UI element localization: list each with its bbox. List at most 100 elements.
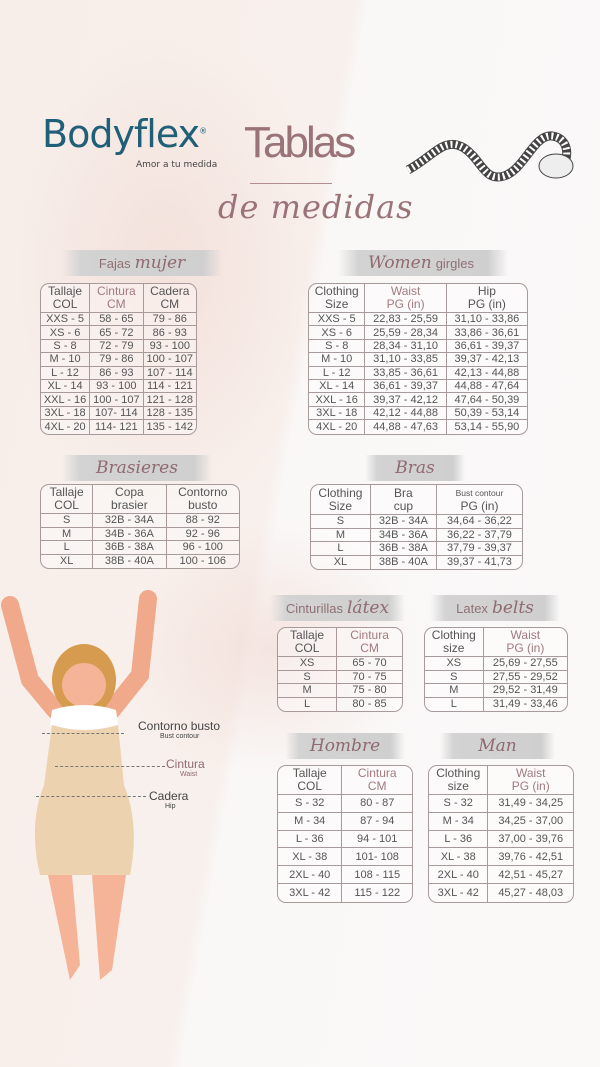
table-cell: 44,88 - 47,64 <box>446 380 527 394</box>
table-cell: 34,64 - 36,22 <box>436 515 522 529</box>
hip-measure-line <box>36 796 146 797</box>
table-cell: 79 - 86 <box>143 313 196 327</box>
table-cell: 39,37 - 42,12 <box>365 393 447 407</box>
latex-belts-size-table: Clothing size Waist PG (in) XS 25,69 - 27,55 S… <box>424 627 568 712</box>
hombre-size-table: Tallaje COL Cintura CM S - 32 80 - 87 M - 34 87… <box>277 765 413 903</box>
table-cell: 108 - 115 <box>342 866 412 884</box>
table-row: XL 38B - 40A 39,37 - 41,73 <box>311 555 522 569</box>
table-cell: XL - 14 <box>41 379 91 394</box>
table-cell: 45,27 - 48,03 <box>498 886 564 899</box>
column-header: Clothing size <box>425 628 484 657</box>
table-cell: 47,64 - 50,39 <box>446 393 527 407</box>
table-cell: 3XL - 18 <box>309 406 366 421</box>
table-row: 2XL - 40 42,51 - 45,27 <box>429 866 573 884</box>
brand-tagline: Amor a tu medida <box>136 160 218 170</box>
table-row: 2XL - 40 108 - 115 <box>278 866 412 884</box>
table-cell: 39,37 - 41,73 <box>447 556 512 569</box>
column-header: Copa brasier <box>93 485 167 514</box>
table-cell: XS - 6 <box>309 326 366 340</box>
table-cell: 34,25 - 37,00 <box>488 813 573 831</box>
table-row: S 27,55 - 29,52 <box>425 670 567 684</box>
table-row: XS 65 - 70 <box>278 657 402 671</box>
table-cell: S - 8 <box>309 339 366 354</box>
table-row: M - 34 34,25 - 37,00 <box>429 812 573 831</box>
table-cell: 34B - 36A <box>93 527 167 541</box>
table-row: XXL - 16 39,37 - 42,12 47,64 - 50,39 <box>309 393 527 407</box>
table-cell: L - 12 <box>309 366 366 380</box>
table-cell: M <box>311 528 371 542</box>
table-cell: S - 32 <box>278 795 343 813</box>
table-cell: 114- 121 <box>90 420 144 434</box>
table-cell: 25,59 - 28,34 <box>365 326 447 340</box>
table-cell: L - 36 <box>278 830 343 849</box>
table-cell: XS - 6 <box>41 326 91 340</box>
column-header: Cadera CM <box>143 284 196 313</box>
table-cell: 34B - 36A <box>370 528 437 542</box>
table-row: XL - 14 93 - 100 114 - 121 <box>41 379 196 394</box>
column-header: Cintura CM <box>337 628 402 657</box>
fajas-mujer-size-table: Tallaje COL Cintura CM Cadera CM XXS - 5 58 - 6… <box>40 283 197 435</box>
table-row: M 34B - 36A 36,22 - 37,79 <box>311 528 522 542</box>
table-cell: S <box>311 515 371 529</box>
table-cell: M <box>278 684 338 698</box>
table-cell: 80 - 87 <box>342 795 412 813</box>
table-row: L - 36 94 - 101 <box>278 830 412 849</box>
women-girgles-title-banner: Women girgles <box>338 250 508 276</box>
table-cell: S <box>278 670 338 684</box>
table-cell: 42,12 - 44,88 <box>365 406 447 421</box>
title-script: Women <box>368 253 432 273</box>
women-girgles-size-table: Clothing Size Waist PG (in) Hip PG (in) XXS - … <box>308 283 528 435</box>
table-cell: 27,55 - 29,52 <box>483 671 567 684</box>
waist-measure-line <box>55 766 165 767</box>
page-subtitle: de medidas <box>218 188 414 226</box>
title-script: Brasieres <box>96 458 178 478</box>
title-script: Bras <box>395 458 435 478</box>
table-cell: 32B - 34A <box>93 514 167 528</box>
title-script: belts <box>491 598 534 618</box>
column-header: Clothing size <box>429 766 489 795</box>
title-underline <box>250 183 332 184</box>
table-cell: 37,00 - 39,76 <box>488 831 573 849</box>
table-cell: 96 - 100 <box>166 541 239 555</box>
table-cell: M - 34 <box>429 812 489 831</box>
table-header-row: Tallaje COL Cintura CM <box>278 628 402 657</box>
title-script: Hombre <box>309 736 381 756</box>
table-row: XS - 6 65 - 72 86 - 93 <box>41 326 196 340</box>
bust-measure-line <box>42 733 124 734</box>
table-cell: 2XL - 40 <box>429 866 489 884</box>
table-row: XS - 6 25,59 - 28,34 33,86 - 36,61 <box>309 326 527 340</box>
table-cell: XXL - 16 <box>41 393 91 407</box>
hombre-title-banner: Hombre <box>285 733 405 759</box>
table-cell: 121 - 128 <box>143 393 196 407</box>
table-cell: 36,61 - 39,37 <box>365 379 447 394</box>
cinturillas-latex-title-banner: Cinturillas látex <box>270 595 405 621</box>
table-cell: 39,37 - 42,13 <box>446 353 527 367</box>
table-cell: XL - 38 <box>278 848 343 867</box>
man-title-banner: Man <box>440 733 555 759</box>
table-cell: 87 - 94 <box>342 813 412 831</box>
brasieres-size-table: Tallaje COL Copa brasier Contorno busto S 32B -… <box>40 484 240 569</box>
table-cell: 100 - 106 <box>179 555 226 568</box>
table-cell: L <box>278 697 338 711</box>
brasieres-title-banner: Brasieres <box>62 455 212 481</box>
table-cell: 4XL - 20 <box>309 420 366 434</box>
table-row: XL - 38 101- 108 <box>278 848 412 867</box>
table-row: XL - 38 39,76 - 42,51 <box>429 848 573 867</box>
page-title: Tablas <box>244 118 356 167</box>
table-cell: 80 - 85 <box>352 698 387 711</box>
table-header-row: Tallaje COL Cintura CM <box>278 766 412 795</box>
table-cell: M - 10 <box>41 353 91 367</box>
table-row: M 75 - 80 <box>278 684 402 698</box>
column-header: Bra cup <box>370 485 437 515</box>
table-cell: 93 - 100 <box>90 379 144 394</box>
table-row: 3XL - 42 45,27 - 48,03 <box>429 883 573 902</box>
column-header: Tallaje COL <box>278 766 343 795</box>
table-cell: 38B - 40A <box>93 554 167 568</box>
table-row: M - 34 87 - 94 <box>278 812 412 831</box>
table-cell: M <box>41 527 94 541</box>
table-cell: 100 - 107 <box>90 393 144 407</box>
table-cell: M - 34 <box>278 812 343 831</box>
table-cell: L - 12 <box>41 366 91 380</box>
table-cell: 33,86 - 36,61 <box>446 326 527 340</box>
column-header: Bust contour PG (in) <box>436 485 522 515</box>
